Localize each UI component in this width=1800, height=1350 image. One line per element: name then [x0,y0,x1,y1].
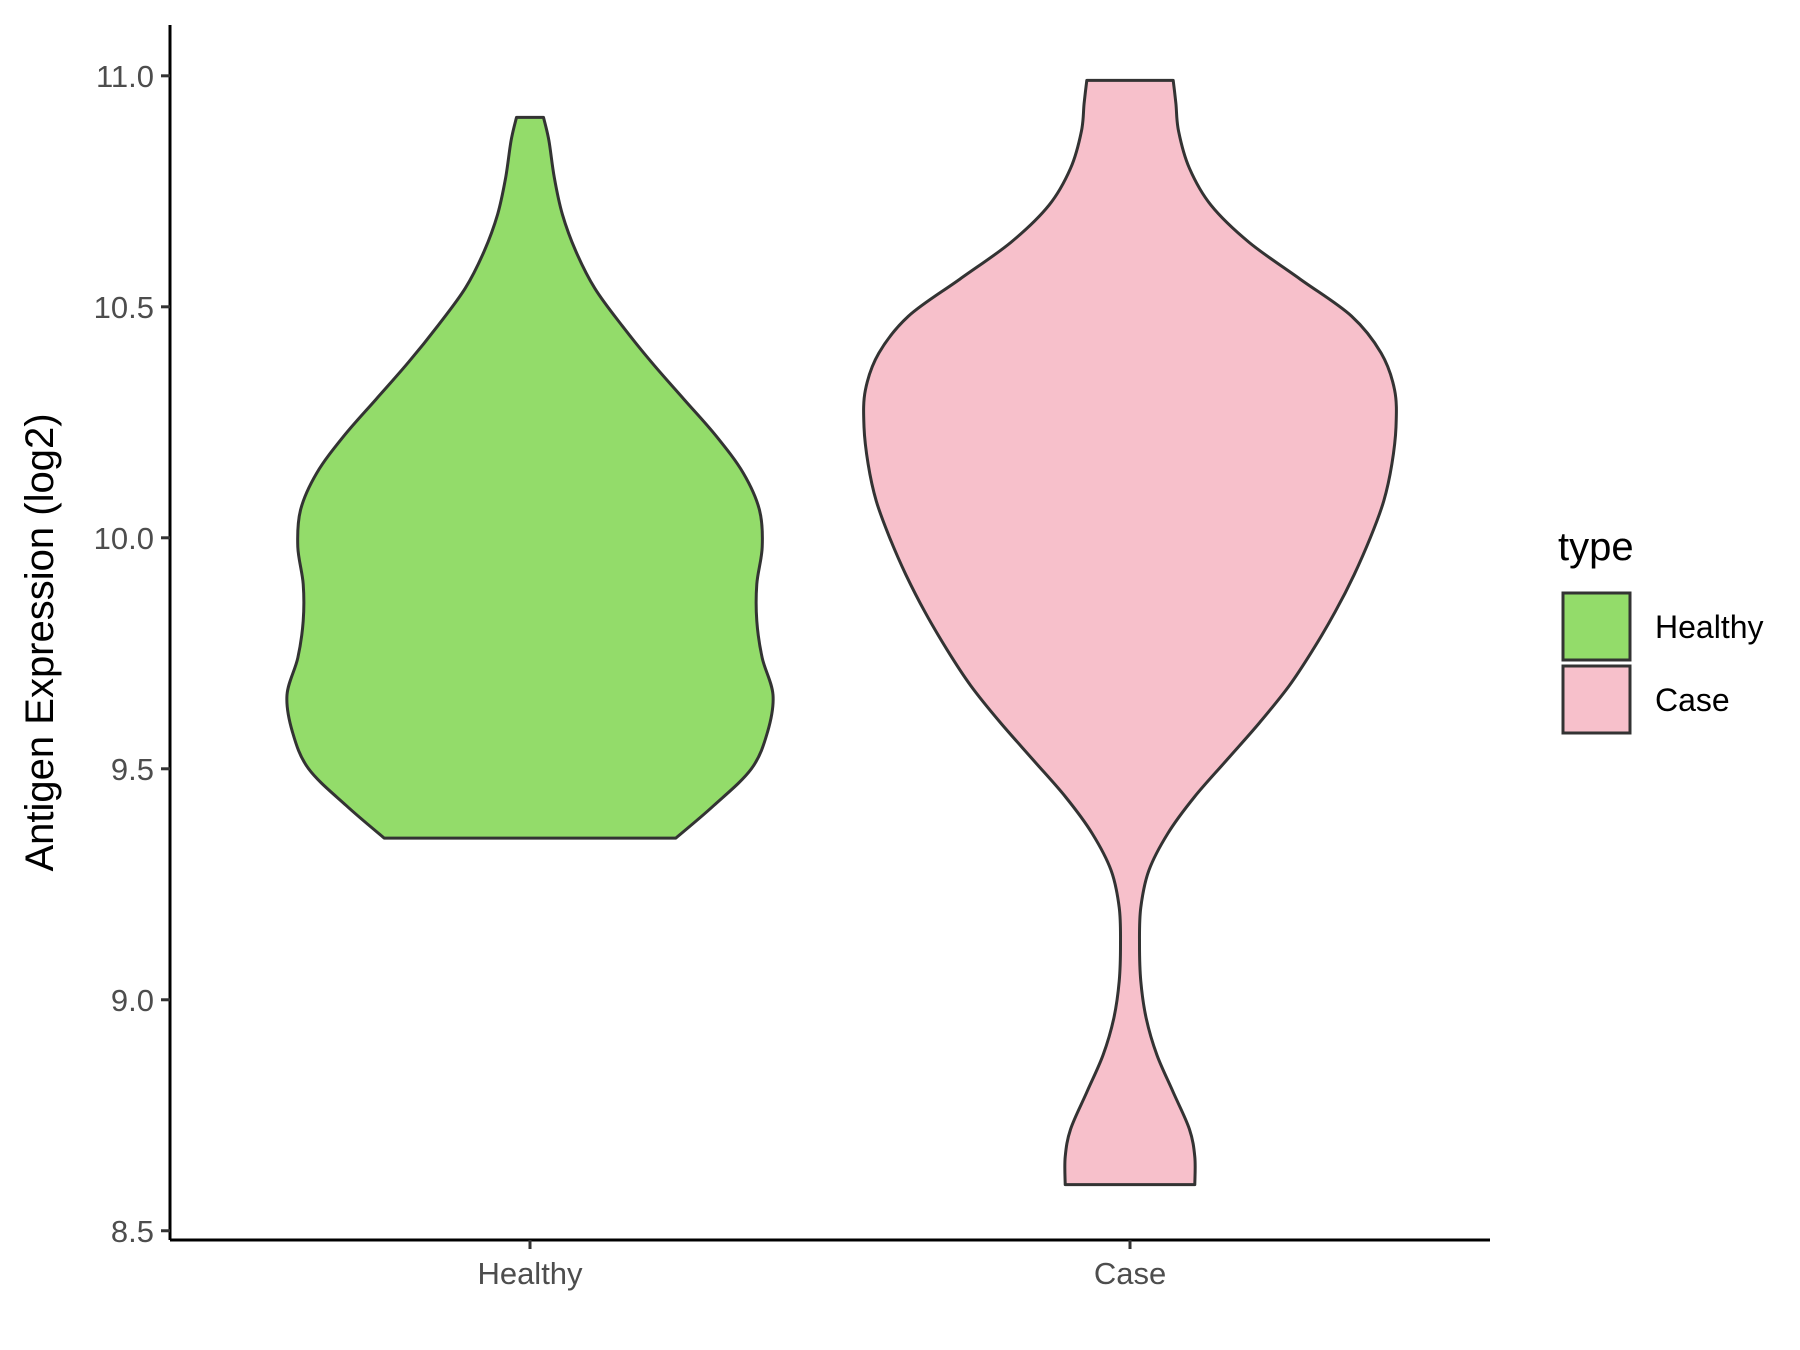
axes: 8.5 9.0 9.5 10.0 10.5 11.0 Healthy Case Antigen … [18,25,1490,1291]
y-tick-label: 10.5 [94,290,154,325]
x-tick-label: Healthy [477,1256,583,1291]
violin-healthy [285,115,775,840]
y-tick-label: 10.0 [94,521,154,556]
legend-swatch-case [1561,664,1632,735]
legend-title: type [1558,525,1634,569]
legend: type Healthy Case [1558,525,1764,735]
legend-label-case: Case [1655,682,1730,718]
y-tick-label: 8.5 [111,1214,154,1249]
y-tick-label: 11.0 [96,59,154,94]
x-tick-label: Case [1094,1256,1166,1291]
legend-label-healthy: Healthy [1655,609,1764,645]
violin-layer [285,78,1398,1187]
y-tick-label: 9.0 [111,983,154,1018]
legend-swatch-healthy [1561,591,1632,662]
y-axis-title: Antigen Expression (log2) [18,413,62,871]
y-tick-label: 9.5 [111,752,154,787]
violin-case [862,78,1398,1187]
